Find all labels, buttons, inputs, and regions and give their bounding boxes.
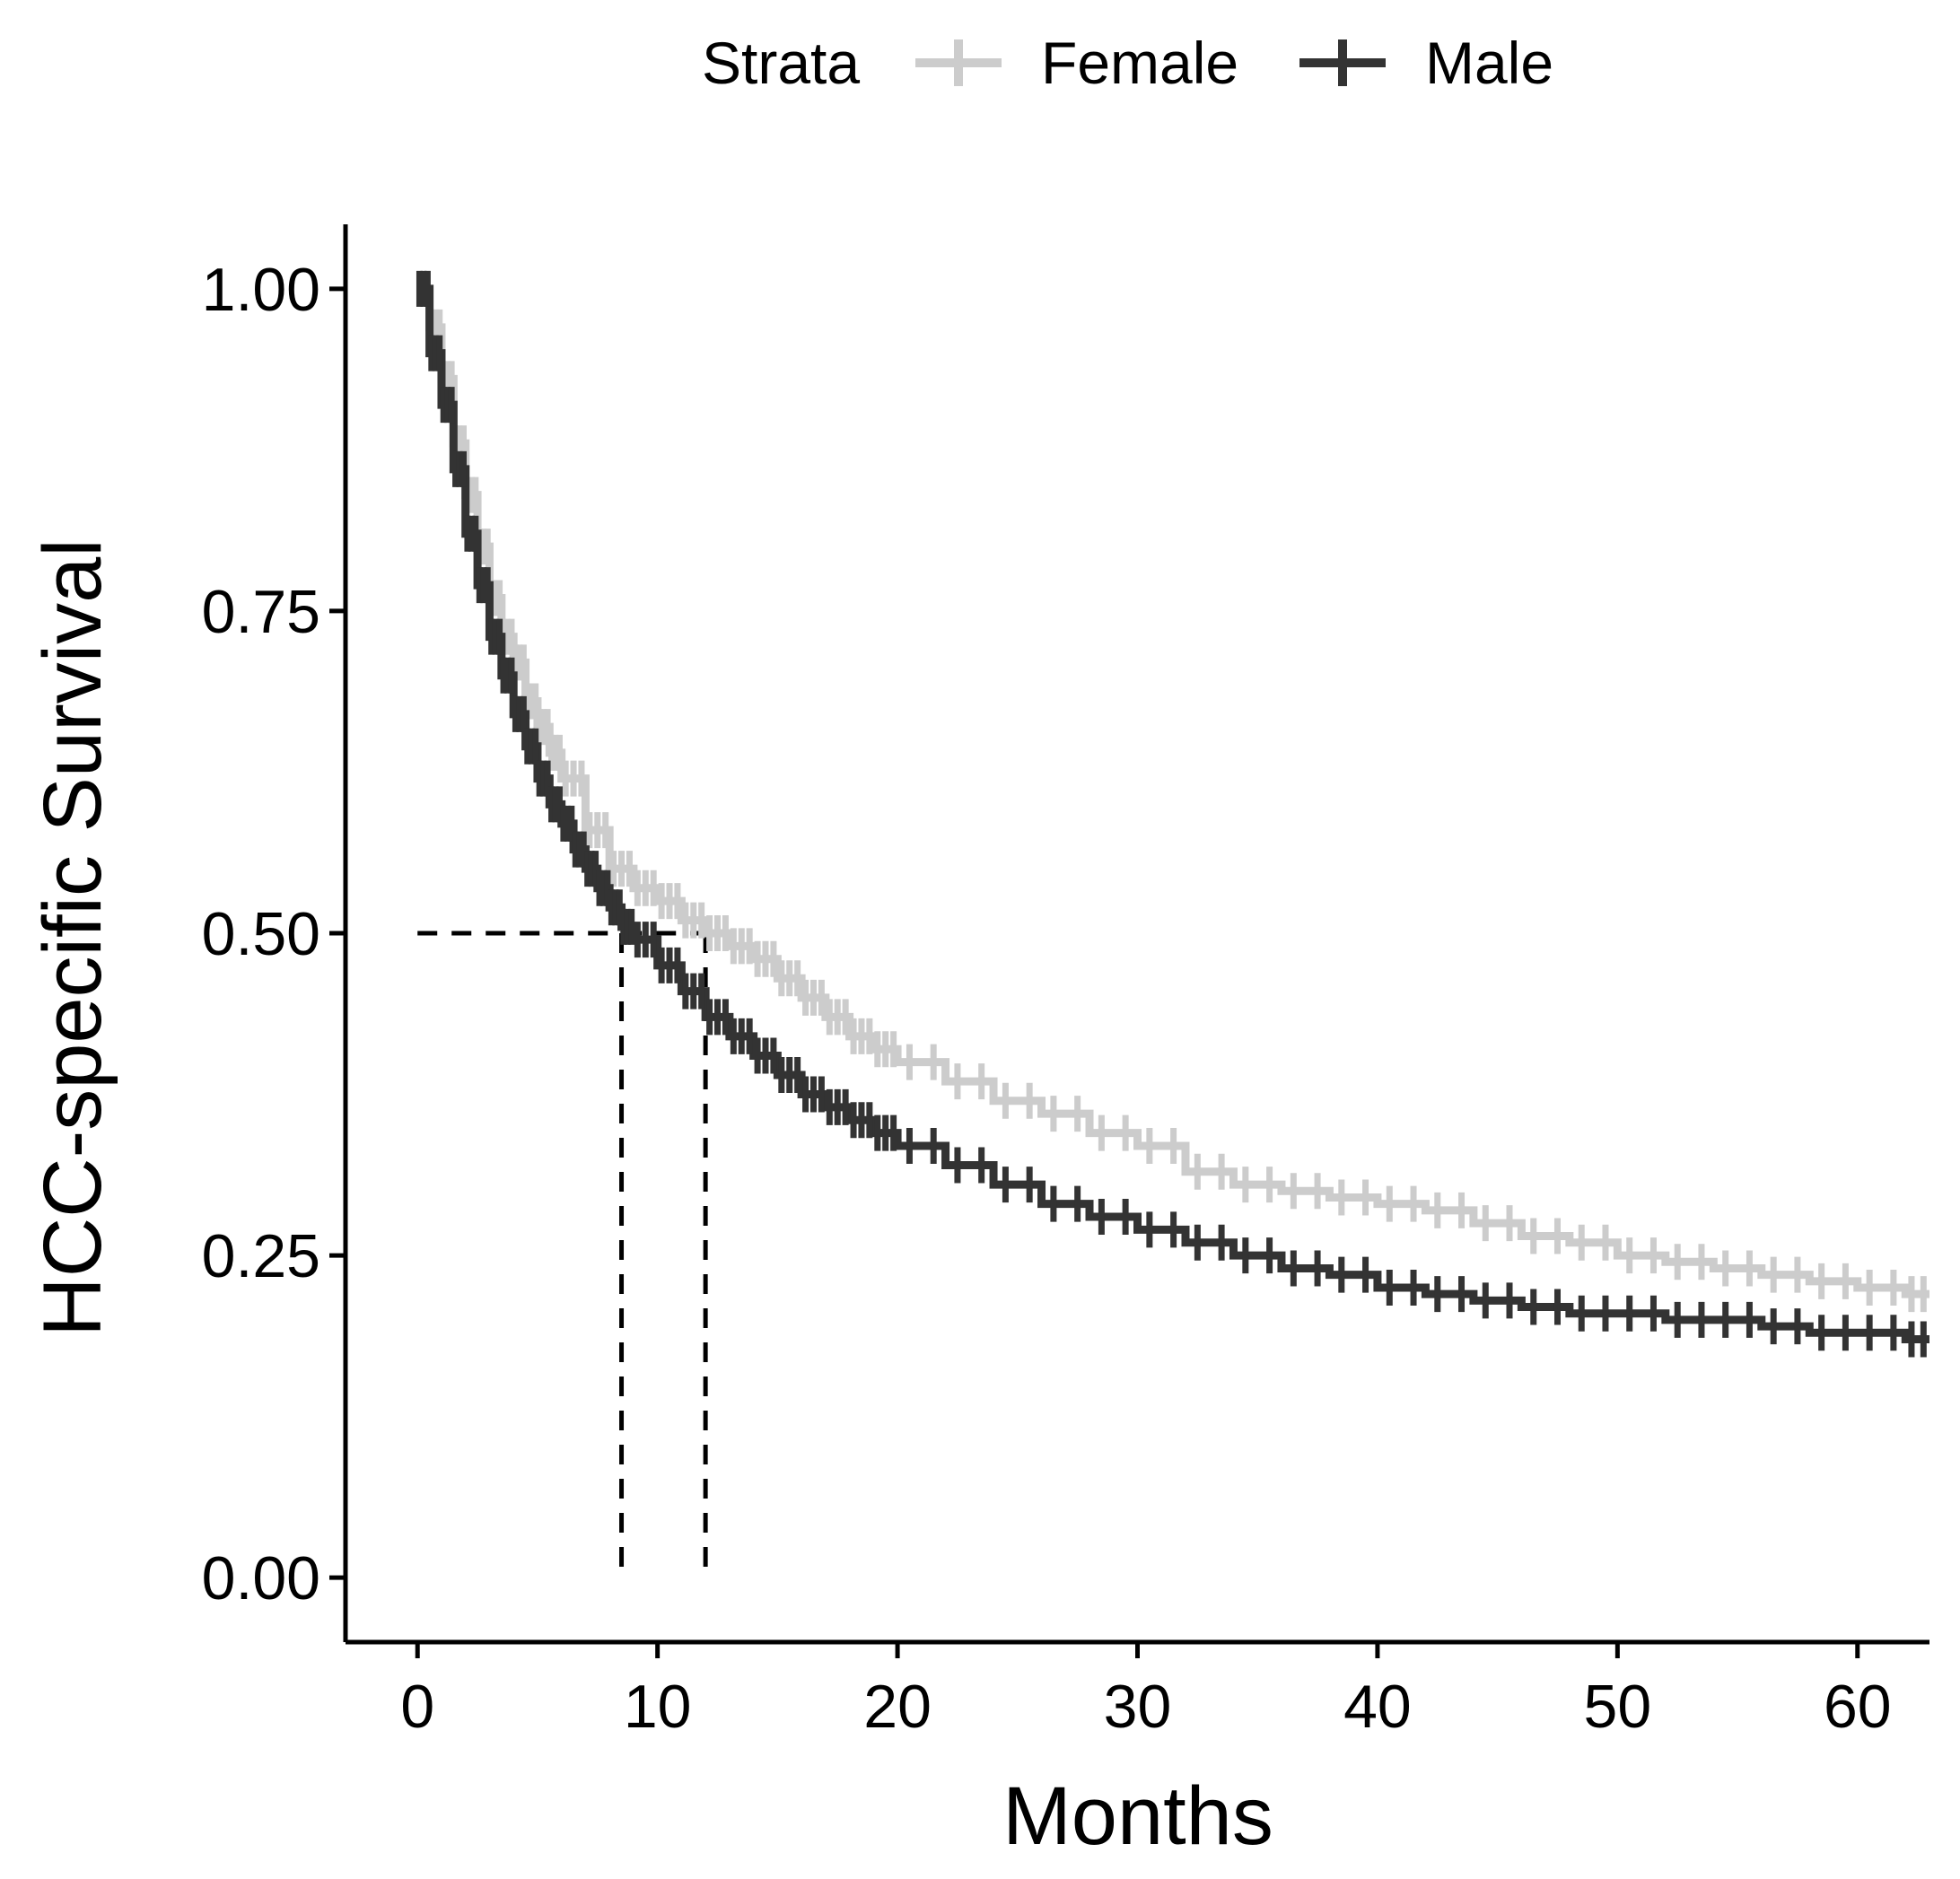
series-layer [416, 270, 1929, 1358]
x-tick-label: 10 [624, 1673, 692, 1741]
x-tick-label: 60 [1824, 1673, 1892, 1741]
y-tick-label: 0.25 [202, 1222, 320, 1290]
x-tick-label: 50 [1584, 1673, 1652, 1741]
y-axis-ticks: 0.00 0.25 0.50 0.75 1.00 [202, 256, 346, 1612]
series-female [416, 270, 1929, 1313]
x-tick-label: 0 [400, 1673, 434, 1741]
median-reference-lines [417, 931, 708, 1578]
axes [343, 224, 1929, 1645]
y-tick-label: 1.00 [202, 256, 320, 324]
x-tick-label: 20 [863, 1673, 932, 1741]
y-axis-title: HCC-specific Survival [27, 538, 118, 1337]
legend-label-male: Male [1425, 30, 1553, 96]
censor-marks-male [416, 270, 1927, 1358]
legend-key-male [1299, 39, 1386, 86]
y-tick-label: 0.75 [202, 578, 320, 646]
y-tick-label: 0.50 [202, 900, 320, 968]
legend: Strata Female Male [702, 30, 1553, 96]
legend-key-female [915, 39, 1002, 86]
series-male [416, 270, 1929, 1358]
censor-marks-female [416, 270, 1927, 1313]
series-line-male [417, 284, 1929, 1343]
legend-title: Strata [702, 30, 860, 96]
y-tick-label: 0.00 [202, 1544, 320, 1612]
x-tick-label: 40 [1343, 1673, 1412, 1741]
x-axis-ticks: 0 10 20 30 40 50 60 [400, 1642, 1892, 1741]
x-tick-label: 30 [1104, 1673, 1172, 1741]
x-axis-title: Months [1002, 1770, 1273, 1862]
legend-label-female: Female [1041, 30, 1238, 96]
